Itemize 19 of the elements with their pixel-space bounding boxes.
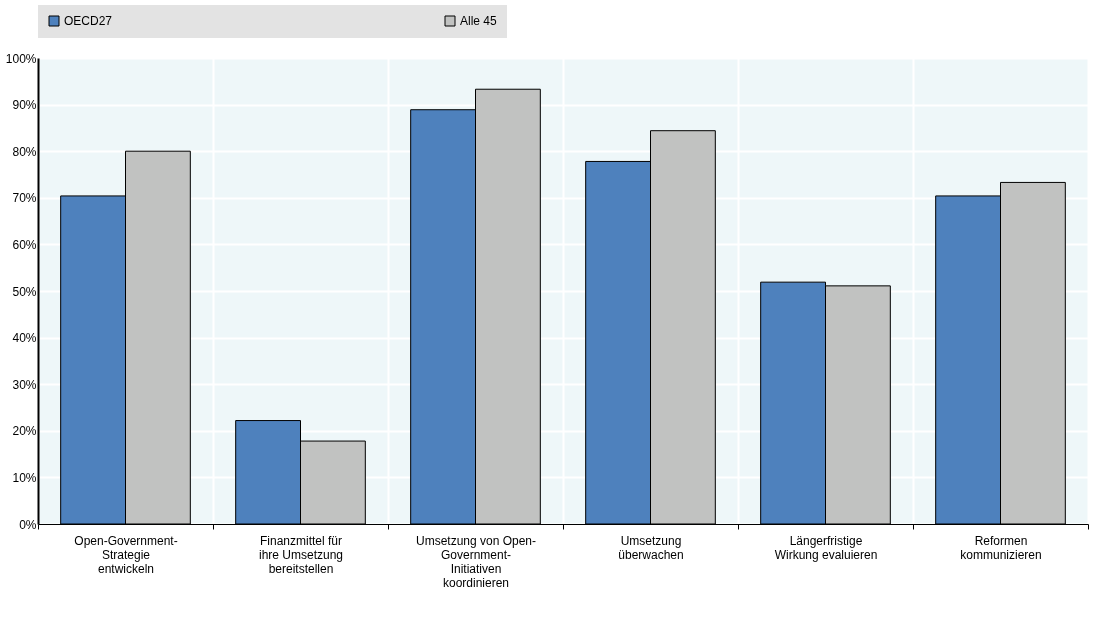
- y-tick-label: 20%: [12, 424, 37, 439]
- x-tick-label: Umsetzung überwachen: [618, 533, 684, 562]
- legend-label: Alle 45: [460, 14, 498, 28]
- y-tick-label: 40%: [12, 331, 37, 346]
- y-tick-label: 50%: [12, 284, 37, 299]
- y-tick-label: 100%: [5, 51, 37, 66]
- x-tick-label: Reformen kommunizieren: [960, 533, 1042, 562]
- legend-label: OECD27: [64, 14, 113, 28]
- y-tick-label: 30%: [12, 377, 37, 392]
- y-tick-label: 80%: [12, 144, 37, 159]
- y-tick-label: 10%: [12, 470, 37, 485]
- x-tick-label: Finanzmittel für ihre Umsetzung bereitstellen: [258, 533, 344, 576]
- x-tick-label: Umsetzung von Open-Government-Initiativen koordinieren: [415, 533, 537, 590]
- y-tick-label: 70%: [12, 191, 37, 206]
- y-tick-label: 0%: [19, 517, 37, 532]
- x-tick-label: Längerfristige Wirkung evaluieren: [774, 533, 878, 562]
- y-tick-label: 90%: [12, 98, 37, 113]
- x-tick-label: Open-Government-Strategie entwickeln: [74, 533, 178, 576]
- y-tick-label: 60%: [12, 237, 37, 252]
